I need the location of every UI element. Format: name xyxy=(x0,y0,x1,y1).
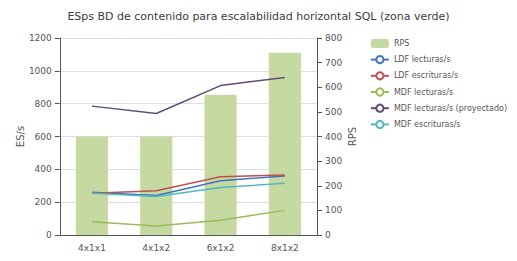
svg-text:MDF escrituras/s: MDF escrituras/s xyxy=(394,120,461,129)
svg-text:4x1x1: 4x1x1 xyxy=(78,243,106,253)
svg-text:1000: 1000 xyxy=(29,66,52,76)
svg-text:800: 800 xyxy=(35,99,52,109)
svg-text:0: 0 xyxy=(46,230,52,240)
svg-text:700: 700 xyxy=(325,58,342,68)
svg-text:4x1x2: 4x1x2 xyxy=(142,243,170,253)
svg-text:ES/s: ES/s xyxy=(15,126,26,147)
svg-text:MDF lecturas/s (proyectado): MDF lecturas/s (proyectado) xyxy=(394,104,507,113)
svg-text:600: 600 xyxy=(35,132,52,142)
svg-text:200: 200 xyxy=(325,181,342,191)
svg-text:8x1x2: 8x1x2 xyxy=(271,243,299,253)
svg-text:1200: 1200 xyxy=(29,33,52,43)
svg-text:0: 0 xyxy=(325,230,331,240)
svg-text:400: 400 xyxy=(35,164,52,174)
svg-text:200: 200 xyxy=(35,197,52,207)
svg-text:400: 400 xyxy=(325,132,342,142)
svg-text:RPS: RPS xyxy=(394,39,409,48)
svg-text:500: 500 xyxy=(325,107,342,117)
svg-text:RPS: RPS xyxy=(347,127,358,146)
svg-text:300: 300 xyxy=(325,156,342,166)
svg-text:100: 100 xyxy=(325,205,342,215)
svg-text:LDF escrituras/s: LDF escrituras/s xyxy=(394,71,458,80)
svg-text:6x1x2: 6x1x2 xyxy=(207,243,235,253)
svg-text:MDF lecturas/s: MDF lecturas/s xyxy=(394,88,453,97)
svg-text:LDF lecturas/s: LDF lecturas/s xyxy=(394,55,451,64)
svg-text:600: 600 xyxy=(325,82,342,92)
svg-text:ESps BD de contenido para esca: ESps BD de contenido para escalabilidad … xyxy=(67,10,449,23)
svg-text:800: 800 xyxy=(325,33,342,43)
